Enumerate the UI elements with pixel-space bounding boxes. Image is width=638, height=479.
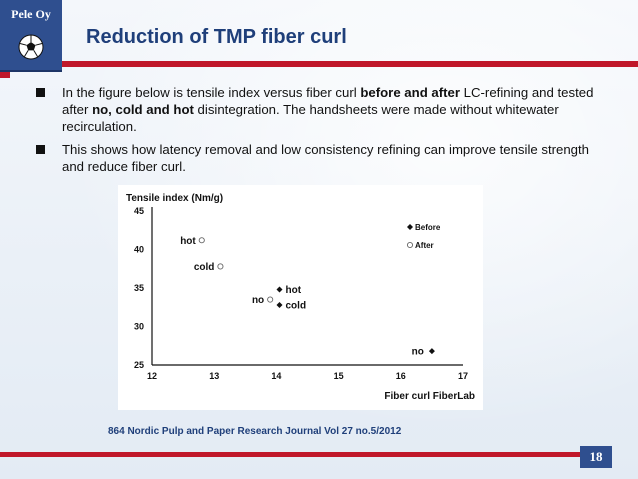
x-axis-label: Fiber curl FiberLab [384,391,475,402]
before-point-label: hot [286,285,302,296]
after-point [198,237,205,244]
before-point-label: no [412,347,424,358]
before-point-label: cold [286,300,307,311]
x-tick-label: 15 [334,371,344,381]
y-tick-label: 35 [134,283,144,293]
x-tick-label: 12 [147,371,157,381]
slide-title: Reduction of TMP fiber curl [86,26,347,48]
company-logo: Pele Oy [0,0,62,72]
bullet-text: In the figure below is tensile index ver… [62,85,594,134]
after-point [267,296,274,303]
after-point [217,263,224,270]
bullet-item: In the figure below is tensile index ver… [36,84,596,135]
after-point-label: cold [194,262,215,273]
x-tick-label: 14 [271,371,281,381]
legend-after-label: After [415,241,434,250]
x-tick-label: 17 [458,371,468,381]
legend-before-marker [407,224,413,230]
bullet-text: This shows how latency removal and low c… [62,142,590,174]
bottom-divider [0,452,580,457]
soccer-ball-icon [18,34,44,60]
chart-canvas: Tensile index (Nm/g) Fiber curl FiberLab… [126,193,475,402]
legend-before-label: Before [415,223,441,232]
y-tick-label: 25 [134,360,144,370]
logo-text: Pele Oy [11,7,51,21]
chart-legend: Before After [406,223,441,250]
x-tick-label: 16 [396,371,406,381]
y-tick-label: 30 [134,322,144,332]
chart-ticks: 12 13 14 15 16 17 45 40 35 30 25 [134,206,468,381]
left-divider [0,72,10,78]
bullet-list: In the figure below is tensile index ver… [36,84,596,181]
before-point [276,286,283,293]
legend-after-marker [406,241,414,249]
after-point-label: no [252,295,264,306]
chart-points: hot cold no hot cold no [180,236,435,358]
bullet-square-icon [36,145,45,154]
tensile-vs-curl-chart: Tensile index (Nm/g) Fiber curl FiberLab… [118,185,483,410]
before-point [276,301,283,308]
title-divider [62,61,638,67]
chart-title: Tensile index (Nm/g) [126,193,223,204]
bullet-square-icon [36,88,45,97]
after-point-label: hot [180,236,196,247]
source-citation: 864 Nordic Pulp and Paper Research Journ… [108,426,402,437]
chart-axes [151,207,463,366]
x-tick-label: 13 [209,371,219,381]
bullet-item: This shows how latency removal and low c… [36,141,596,175]
before-point [428,348,435,355]
y-tick-label: 40 [134,245,144,255]
y-tick-label: 45 [134,206,144,216]
page-number: 18 [580,446,612,468]
